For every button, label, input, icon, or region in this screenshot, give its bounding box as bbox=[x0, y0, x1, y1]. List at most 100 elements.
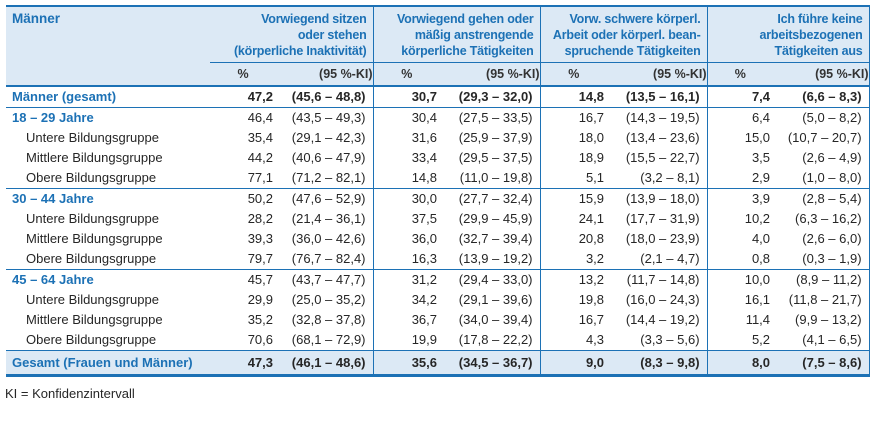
percent-cell: 29,9 bbox=[247, 292, 273, 307]
ci-cell: (11,0 – 19,8) bbox=[440, 168, 541, 189]
percent-cell: 50,2 bbox=[210, 188, 276, 209]
ci-cell: (29,5 – 37,5) bbox=[440, 148, 541, 168]
column-group-keine-taetigkeiten: Ich führe keine arbeitsbezogenen Tätigke… bbox=[707, 6, 870, 63]
percent-cell: 15,0 bbox=[744, 130, 771, 145]
ci-header: (95 %-KI) bbox=[773, 62, 870, 87]
percent-cell: 16,1 bbox=[744, 292, 771, 307]
percent-cell: 79,7 bbox=[247, 251, 273, 266]
percent-cell: 77,1 bbox=[247, 170, 273, 185]
row-label: 30 – 44 Jahre bbox=[6, 188, 210, 209]
table-title: Männer bbox=[6, 6, 210, 87]
ci-header: (95 %-KI) bbox=[440, 62, 541, 87]
percent-cell: 6,4 bbox=[707, 107, 774, 128]
percent-cell: 30,4 bbox=[373, 107, 441, 128]
ci-cell: (68,1 – 72,9) bbox=[276, 330, 374, 351]
percent-cell: 18,9 bbox=[578, 150, 605, 165]
column-group-sitzen: Vorwiegend sitzen oder stehen (körperlic… bbox=[210, 6, 374, 63]
percent-cell: 28,2 bbox=[247, 211, 273, 226]
ci-cell: (11,7 – 14,8) bbox=[607, 269, 708, 290]
percent-cell: 31,2 bbox=[373, 269, 441, 290]
ci-cell: (29,9 – 45,9) bbox=[440, 209, 541, 229]
ci-cell: (29,3 – 32,0) bbox=[440, 86, 541, 108]
ci-cell: (32,7 – 39,4) bbox=[440, 229, 541, 249]
percent-cell: 4,3 bbox=[585, 332, 605, 347]
percent-cell: 0,8 bbox=[751, 251, 771, 266]
ci-cell: (3,3 – 5,6) bbox=[607, 330, 708, 351]
percent-cell: 30,0 bbox=[373, 188, 441, 209]
ci-cell: (14,3 – 19,5) bbox=[607, 107, 708, 128]
table-row: Mittlere Bildungsgruppe 39,3 (36,0 – 42,6)… bbox=[6, 229, 870, 249]
ci-cell: (17,8 – 22,2) bbox=[440, 330, 541, 351]
ci-cell: (25,9 – 37,9) bbox=[440, 128, 541, 148]
ci-cell: (21,4 – 36,1) bbox=[276, 209, 374, 229]
table-row: Obere Bildungsgruppe 70,6 (68,1 – 72,9) 19,… bbox=[6, 330, 870, 351]
percent-cell: 15,9 bbox=[540, 188, 608, 209]
ci-cell: (13,5 – 16,1) bbox=[607, 86, 708, 108]
ci-cell: (29,4 – 33,0) bbox=[440, 269, 541, 290]
table-row: Untere Bildungsgruppe 28,2 (21,4 – 36,1) 37… bbox=[6, 209, 870, 229]
percent-cell: 10,2 bbox=[744, 211, 771, 226]
table-row: Untere Bildungsgruppe 29,9 (25,0 – 35,2) 34… bbox=[6, 290, 870, 310]
percent-cell: 9,0 bbox=[540, 350, 608, 376]
ci-cell: (36,0 – 42,6) bbox=[276, 229, 374, 249]
table-row: 30 – 44 Jahre 50,2 (47,6 – 52,9) 30,0 (27,7 … bbox=[6, 188, 870, 209]
percent-cell: 19,8 bbox=[578, 292, 605, 307]
table-row: Untere Bildungsgruppe 35,4 (29,1 – 42,3) 31… bbox=[6, 128, 870, 148]
ci-cell: (27,5 – 33,5) bbox=[440, 107, 541, 128]
percent-cell: 4,0 bbox=[751, 231, 771, 246]
percent-cell: 14,8 bbox=[411, 170, 438, 185]
ci-cell: (40,6 – 47,9) bbox=[276, 148, 374, 168]
percent-cell: 35,6 bbox=[373, 350, 441, 376]
ci-cell: (13,4 – 23,6) bbox=[607, 128, 708, 148]
ci-cell: (47,6 – 52,9) bbox=[276, 188, 374, 209]
percent-cell: 36,0 bbox=[411, 231, 438, 246]
ci-cell: (2,1 – 4,7) bbox=[607, 249, 708, 270]
ci-cell: (45,6 – 48,8) bbox=[276, 86, 374, 108]
ci-cell: (18,0 – 23,9) bbox=[607, 229, 708, 249]
ci-cell: (7,5 – 8,6) bbox=[773, 350, 870, 376]
ci-cell: (15,5 – 22,7) bbox=[607, 148, 708, 168]
ci-cell: (11,8 – 21,7) bbox=[773, 290, 870, 310]
percent-cell: 33,4 bbox=[411, 150, 438, 165]
percent-cell: 3,2 bbox=[585, 251, 605, 266]
row-label: 18 – 29 Jahre bbox=[6, 107, 210, 128]
ci-cell: (25,0 – 35,2) bbox=[276, 290, 374, 310]
percent-cell: 34,2 bbox=[411, 292, 438, 307]
percent-cell: 14,8 bbox=[540, 86, 608, 108]
percent-header: % bbox=[373, 62, 441, 87]
percent-cell: 36,7 bbox=[411, 312, 438, 327]
percent-cell: 47,2 bbox=[210, 86, 276, 108]
ci-cell: (27,7 – 32,4) bbox=[440, 188, 541, 209]
ci-cell: (6,3 – 16,2) bbox=[773, 209, 870, 229]
table-row: Obere Bildungsgruppe 79,7 (76,7 – 82,4) 16,… bbox=[6, 249, 870, 270]
row-label: Gesamt (Frauen und Männer) bbox=[6, 350, 210, 376]
row-label: Untere Bildungsgruppe bbox=[26, 292, 159, 307]
percent-cell: 18,0 bbox=[578, 130, 605, 145]
ci-header: (95 %-KI) bbox=[607, 62, 708, 87]
ci-cell: (17,7 – 31,9) bbox=[607, 209, 708, 229]
ci-cell: (32,8 – 37,8) bbox=[276, 310, 374, 330]
ci-cell: (43,5 – 49,3) bbox=[276, 107, 374, 128]
table-row: Männer (gesamt) 47,2 (45,6 – 48,8) 30,7 (29,… bbox=[6, 86, 870, 108]
column-group-gehen: Vorwiegend gehen oder mäßig anstrengende… bbox=[373, 6, 541, 63]
percent-cell: 31,6 bbox=[411, 130, 438, 145]
ci-cell: (34,0 – 39,4) bbox=[440, 310, 541, 330]
ci-cell: (3,2 – 8,1) bbox=[607, 168, 708, 189]
table-row: 18 – 29 Jahre 46,4 (43,5 – 49,3) 30,4 (27,5 … bbox=[6, 107, 870, 128]
percent-cell: 70,6 bbox=[247, 332, 273, 347]
row-label: Obere Bildungsgruppe bbox=[26, 170, 157, 185]
ci-cell: (46,1 – 48,6) bbox=[276, 350, 374, 376]
ci-cell: (16,0 – 24,3) bbox=[607, 290, 708, 310]
percent-cell: 16,7 bbox=[578, 312, 605, 327]
row-label: Untere Bildungsgruppe bbox=[26, 130, 159, 145]
ci-cell: (4,1 – 6,5) bbox=[773, 330, 870, 351]
percent-cell: 7,4 bbox=[707, 86, 774, 108]
ci-cell: (2,6 – 6,0) bbox=[773, 229, 870, 249]
table-row: 45 – 64 Jahre 45,7 (43,7 – 47,7) 31,2 (29,4 … bbox=[6, 269, 870, 290]
row-label: Männer (gesamt) bbox=[6, 86, 210, 108]
percent-cell: 11,4 bbox=[745, 312, 771, 327]
percent-header: % bbox=[540, 62, 608, 87]
ci-cell: (76,7 – 82,4) bbox=[276, 249, 374, 270]
ci-cell: (5,0 – 8,2) bbox=[773, 107, 870, 128]
percent-cell: 8,0 bbox=[707, 350, 774, 376]
